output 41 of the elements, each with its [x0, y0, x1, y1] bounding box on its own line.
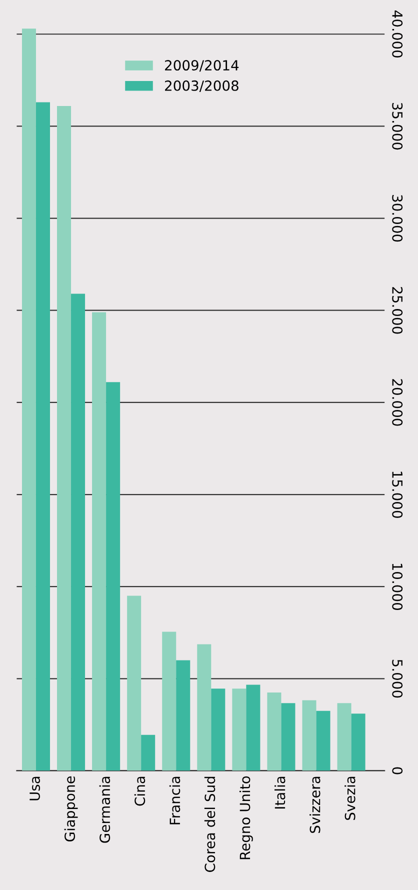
x-tick-label: Italia [274, 776, 286, 809]
bar [246, 684, 260, 771]
bar [232, 688, 246, 771]
bar [267, 692, 282, 771]
bar [197, 644, 212, 771]
x-tick-label: Germania [99, 776, 110, 843]
bar [71, 294, 86, 771]
x-tick-label: Cina [134, 776, 146, 806]
bar [162, 632, 176, 771]
legend-label: 2003/2008 [165, 80, 238, 92]
y-tick-label: 35.000 [392, 102, 403, 150]
y-tick-label: 0 [392, 767, 403, 774]
bar [22, 28, 36, 771]
bar [36, 102, 50, 771]
y-tick-label: 10.000 [392, 564, 403, 610]
x-tick-label: Giappone [64, 776, 78, 842]
bar [351, 714, 366, 771]
y-tick-label: 30.000 [392, 195, 403, 242]
bar [316, 710, 330, 771]
bar [337, 703, 352, 771]
x-tick-label: Francia [169, 776, 180, 824]
legend-label: 2009/2014 [165, 60, 239, 72]
x-tick-label: Regno Unito [239, 776, 253, 860]
bar [141, 734, 156, 771]
bar [281, 703, 296, 771]
x-tick-label: Corea del Sud [204, 776, 216, 872]
y-tick-label: 15.000 [392, 472, 403, 518]
y-tick-label: 40.000 [392, 10, 403, 58]
bar [176, 660, 190, 771]
bar [127, 596, 142, 771]
bar [106, 382, 120, 771]
x-tick-label: Svezia [344, 776, 356, 820]
bar [211, 688, 226, 771]
bar [302, 700, 316, 771]
bar [57, 106, 72, 771]
y-tick-label: 5.000 [392, 660, 403, 698]
y-tick-label: 20.000 [392, 379, 403, 426]
y-tick-label: 25.000 [392, 287, 403, 334]
bar [92, 312, 106, 771]
x-tick-label: Svizzera [310, 776, 320, 833]
x-tick-label: Usa [30, 776, 40, 800]
